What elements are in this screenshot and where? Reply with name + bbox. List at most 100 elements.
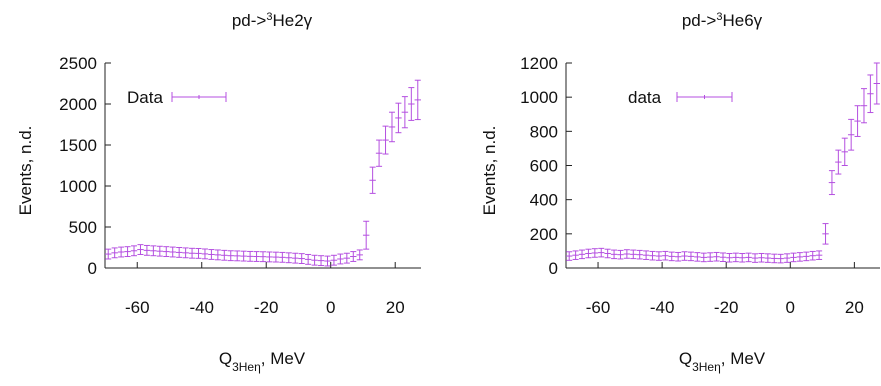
data-point [668, 251, 675, 262]
data-point [304, 253, 312, 265]
data-point [143, 244, 151, 256]
x-tick-label: -40 [189, 298, 214, 317]
data-point [783, 253, 791, 263]
legend: data [628, 88, 733, 107]
x-tick-label: -60 [586, 298, 611, 317]
data-point [841, 137, 848, 166]
x-axis-label: Q3Heη, MeV [679, 349, 766, 374]
y-tick-label: 0 [549, 259, 558, 278]
data-point [598, 247, 605, 258]
data-point [585, 248, 592, 259]
data-point [388, 111, 396, 143]
data-point [674, 251, 682, 262]
data-point [324, 255, 331, 267]
data-point [201, 248, 209, 260]
data-point [591, 248, 599, 258]
data-point [655, 251, 663, 261]
legend-label: Data [127, 88, 163, 107]
x-axis-label: Q3Heη, MeV [219, 349, 306, 374]
chart-panel-1: pd->3He2γ 0 500 1000 1500 2000 2500 -60 -40 -20 0 2… [16, 11, 421, 374]
x-axis-label-tail: , MeV [721, 349, 766, 368]
data-point [860, 88, 868, 124]
data-point [636, 249, 643, 260]
data-point [330, 254, 338, 266]
y-tick-label: 1200 [520, 54, 558, 73]
data-point [706, 252, 714, 262]
data-point [623, 249, 631, 259]
legend-label: data [628, 88, 662, 107]
data-point [175, 247, 183, 258]
y-tick-label: 500 [69, 218, 97, 237]
chart-title: pd->3He2γ [232, 11, 313, 30]
x-tick-label: -20 [714, 298, 739, 317]
y-tick-label: 1500 [59, 136, 97, 155]
data-point [777, 253, 784, 264]
y-tick-label: 400 [530, 191, 558, 210]
data-point [395, 102, 402, 134]
data-point [117, 246, 125, 258]
data-point [317, 255, 325, 267]
x-tick-label: 20 [386, 298, 405, 317]
data-point [764, 253, 772, 263]
data-point [124, 246, 131, 258]
data-point [796, 252, 804, 262]
data-point [751, 253, 759, 263]
data-point [401, 96, 409, 129]
data-point [662, 250, 669, 261]
data-point [169, 246, 176, 258]
y-tick-label: 600 [530, 157, 558, 176]
data-point [687, 251, 695, 262]
data-point [298, 253, 305, 264]
data-point [259, 251, 267, 263]
data-point [227, 250, 234, 262]
data-point [182, 247, 189, 259]
data-point [739, 252, 746, 263]
x-axis-label-sub: 3Heη [232, 360, 261, 374]
data-point [337, 253, 344, 265]
data-point [221, 249, 228, 261]
x-tick-label: 0 [326, 298, 335, 317]
data-point [105, 248, 112, 260]
legend: Data [127, 88, 227, 107]
data-point [163, 246, 170, 258]
data-point [356, 249, 363, 261]
data-point [566, 251, 573, 261]
data-point [713, 251, 720, 262]
chart-title-sup: 3 [266, 11, 272, 23]
data-point [375, 139, 383, 167]
data-point [610, 249, 618, 260]
data-point [272, 251, 280, 263]
data-point [719, 252, 727, 263]
chart-title-prefix: pd-> [232, 11, 267, 30]
data-point [266, 251, 273, 263]
data-point [681, 251, 688, 261]
data-point [578, 249, 586, 260]
data-point [253, 251, 260, 262]
data-point [382, 125, 389, 155]
data-point [208, 249, 215, 260]
data-point [630, 249, 637, 260]
data-point [414, 79, 421, 121]
data-point [726, 252, 733, 263]
data-point [745, 252, 752, 263]
data-point [246, 250, 254, 262]
data-point [150, 245, 157, 257]
data-point [835, 149, 842, 175]
data-point [815, 250, 823, 260]
x-tick-label: -40 [650, 298, 675, 317]
data-point [233, 250, 241, 262]
y-tick-label: 0 [88, 259, 97, 278]
chart-title-suffix: He6γ [722, 11, 762, 30]
data-point [694, 252, 701, 262]
data-point [137, 244, 144, 255]
data-point [285, 252, 293, 264]
data-point [350, 251, 357, 262]
data-point [822, 223, 829, 245]
y-tick-label: 1000 [520, 88, 558, 107]
y-axis-label: Events, n.d. [16, 126, 35, 216]
x-tick-label: -20 [254, 298, 279, 317]
chart-title-sup: 3 [716, 11, 722, 23]
data-point [854, 105, 861, 137]
data-point [343, 252, 351, 264]
